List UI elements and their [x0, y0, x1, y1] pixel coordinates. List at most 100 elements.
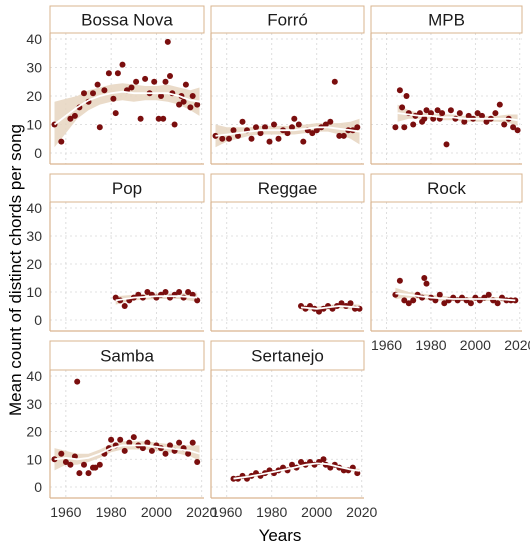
data-point: [81, 461, 87, 468]
data-point: [514, 127, 521, 134]
data-point: [289, 461, 295, 468]
x-tick-label: 1980: [256, 504, 287, 520]
data-point: [492, 110, 499, 117]
data-point: [219, 135, 226, 142]
data-point: [327, 118, 334, 125]
data-point: [189, 439, 196, 446]
smooth-line: [115, 295, 198, 302]
data-point: [434, 107, 441, 114]
data-point: [90, 90, 96, 97]
data-point: [187, 104, 194, 111]
data-point: [320, 456, 327, 463]
data-point: [275, 135, 282, 142]
data-point: [182, 81, 189, 88]
data-point: [158, 93, 164, 99]
data-point: [300, 138, 307, 145]
data-point: [322, 121, 329, 128]
data-point: [85, 470, 92, 477]
panel-pop: Pop 0 10 20 30 40: [26, 173, 205, 332]
panel-bossa-nova: Bossa Nova 0 10 20 30 40: [26, 5, 205, 165]
y-tick-label: 0: [34, 312, 42, 328]
data-point: [340, 132, 347, 139]
panel-reggae: Reggae: [210, 173, 365, 332]
data-point: [151, 78, 158, 85]
facet-label: Reggae: [258, 179, 318, 198]
facet-label: Forró: [267, 11, 308, 30]
data-point: [110, 95, 117, 102]
data-point: [144, 289, 151, 295]
data-point: [432, 297, 439, 304]
data-point: [313, 127, 320, 134]
data-point: [81, 90, 87, 97]
facet-strip: [370, 173, 523, 203]
facet-strip: [49, 173, 205, 203]
y-tick-label: 30: [26, 396, 42, 412]
panel-mpb: MPB: [370, 5, 523, 165]
data-point: [189, 93, 196, 99]
panel-sertanejo: Sertanejo 1960 1980 2000 2020: [210, 340, 378, 520]
facet-strip: [210, 340, 365, 371]
data-point: [338, 300, 345, 307]
data-point: [392, 124, 399, 131]
data-point: [401, 297, 408, 304]
data-point: [447, 107, 454, 114]
data-point: [96, 461, 103, 468]
y-axis-title: Mean count of distinct chords per song: [6, 124, 25, 416]
smooth-line: [397, 112, 518, 122]
plot-layer: Bossa Nova 0 10 20 30 40 Forró MPB Pop 0 10 20 30 40 R…: [26, 5, 530, 520]
data-point: [176, 439, 183, 446]
data-point: [92, 464, 99, 471]
data-point: [347, 300, 354, 307]
x-tick-label: 2020: [504, 337, 530, 353]
data-point: [410, 121, 417, 128]
data-point: [194, 459, 201, 465]
facet-label: MPB: [428, 11, 465, 30]
data-point: [443, 141, 450, 148]
data-point: [474, 110, 481, 117]
data-point: [130, 434, 137, 441]
data-point: [194, 101, 201, 108]
data-point: [101, 87, 108, 94]
data-point: [436, 291, 443, 298]
data-point: [461, 118, 468, 125]
x-tick-label: 2000: [141, 504, 172, 520]
data-point: [76, 470, 83, 477]
data-point: [96, 124, 103, 131]
data-point: [58, 138, 65, 145]
x-tick-label: 1960: [371, 337, 402, 353]
data-point: [121, 303, 128, 309]
data-point: [423, 107, 430, 114]
y-tick-label: 30: [26, 60, 42, 76]
facet-strip: [370, 5, 523, 34]
smooth-line: [300, 305, 360, 310]
panel-samba: Samba 0 10 20 30 40 1960 1980 2000 2020: [26, 340, 218, 520]
y-tick-label: 10: [26, 117, 42, 133]
data-point: [133, 78, 140, 85]
data-point: [284, 130, 291, 137]
x-axis-title: Years: [259, 526, 302, 545]
panel-rock: Rock 1960 1980 2000 2020: [370, 173, 530, 353]
data-point: [162, 78, 169, 85]
facet-label: Rock: [427, 179, 466, 198]
data-point: [291, 115, 298, 122]
data-point: [139, 445, 146, 452]
data-point: [62, 459, 69, 465]
data-point: [148, 447, 155, 454]
data-point: [144, 439, 151, 446]
x-tick-label: 1960: [50, 504, 81, 520]
data-point: [396, 277, 403, 284]
data-point: [271, 121, 277, 128]
data-point: [155, 115, 162, 122]
x-tick-label: 1980: [96, 504, 127, 520]
data-point: [142, 75, 149, 82]
smooth-line: [233, 462, 360, 480]
x-tick-label: 2020: [186, 504, 217, 520]
data-point: [396, 87, 403, 94]
data-point: [112, 294, 119, 301]
facet-label: Sertanejo: [251, 347, 324, 366]
data-point: [119, 61, 126, 68]
smooth-line: [215, 126, 360, 137]
facet-strip: [49, 5, 205, 34]
data-point: [428, 110, 434, 117]
